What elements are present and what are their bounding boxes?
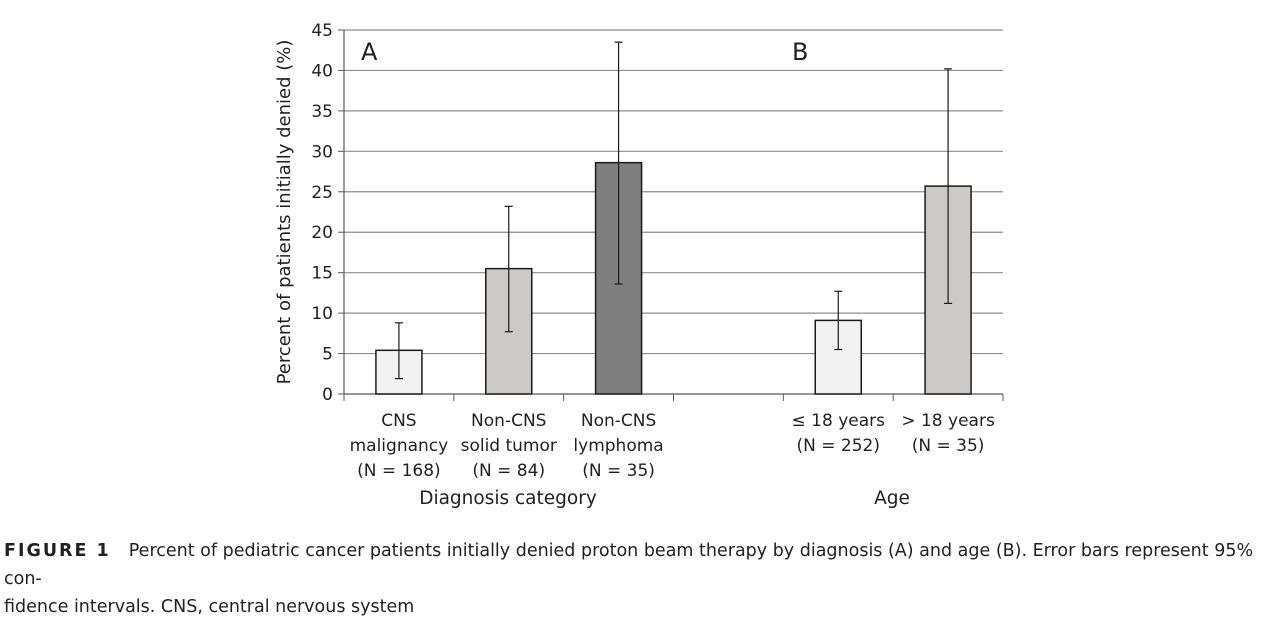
category-label: (N = 35)	[582, 461, 655, 481]
category-label: > 18 years	[901, 411, 995, 431]
category-label: ≤ 18 years	[792, 411, 886, 431]
y-tick-label: 40	[311, 61, 333, 81]
y-tick-label: 20	[311, 223, 333, 243]
labels: 0 5 10 15 20 25 30 35 40 45 Percent of patients in…	[274, 21, 995, 509]
y-tick-label: 45	[311, 21, 333, 41]
gridlines	[344, 29, 1003, 355]
y-tick-label: 10	[311, 304, 333, 324]
y-tick-label: 15	[311, 264, 333, 284]
category-label: Non-CNS	[581, 411, 656, 431]
bars	[375, 41, 972, 395]
category-label: (N = 35)	[912, 436, 985, 456]
category-label: (N = 252)	[797, 436, 880, 456]
y-tick-label: 25	[311, 183, 333, 203]
category-label: Non-CNS	[471, 411, 546, 431]
category-label: CNS	[381, 411, 416, 431]
x-axis-label: Diagnosis category	[419, 488, 597, 509]
category-label: (N = 84)	[472, 461, 545, 481]
category-label: malignancy	[350, 436, 449, 456]
figure-caption: FIGURE 1 Percent of pediatric cancer pati…	[4, 537, 1276, 621]
category-label: lymphoma	[573, 436, 663, 456]
y-tick-label: 35	[311, 102, 333, 122]
panel-label: B	[792, 38, 808, 66]
x-axis-label: Age	[874, 488, 910, 509]
y-tick-label: 5	[322, 345, 333, 365]
caption-line-1: Percent of pediatric cancer patients ini…	[4, 541, 1254, 589]
figure-label: FIGURE 1	[4, 541, 111, 561]
panel-label: A	[361, 38, 378, 66]
category-label: (N = 168)	[357, 461, 440, 481]
y-axis-label: Percent of patients initially denied (%)	[274, 40, 295, 385]
y-tick-label: 30	[311, 142, 333, 162]
category-label: solid tumor	[461, 436, 557, 456]
y-tick-label: 0	[322, 385, 333, 405]
bar-chart: 0 5 10 15 20 25 30 35 40 45 Percent of patients in…	[274, 21, 1004, 509]
axes	[338, 29, 1004, 401]
caption-line-2: fidence intervals. CNS, central nervous …	[4, 597, 415, 617]
